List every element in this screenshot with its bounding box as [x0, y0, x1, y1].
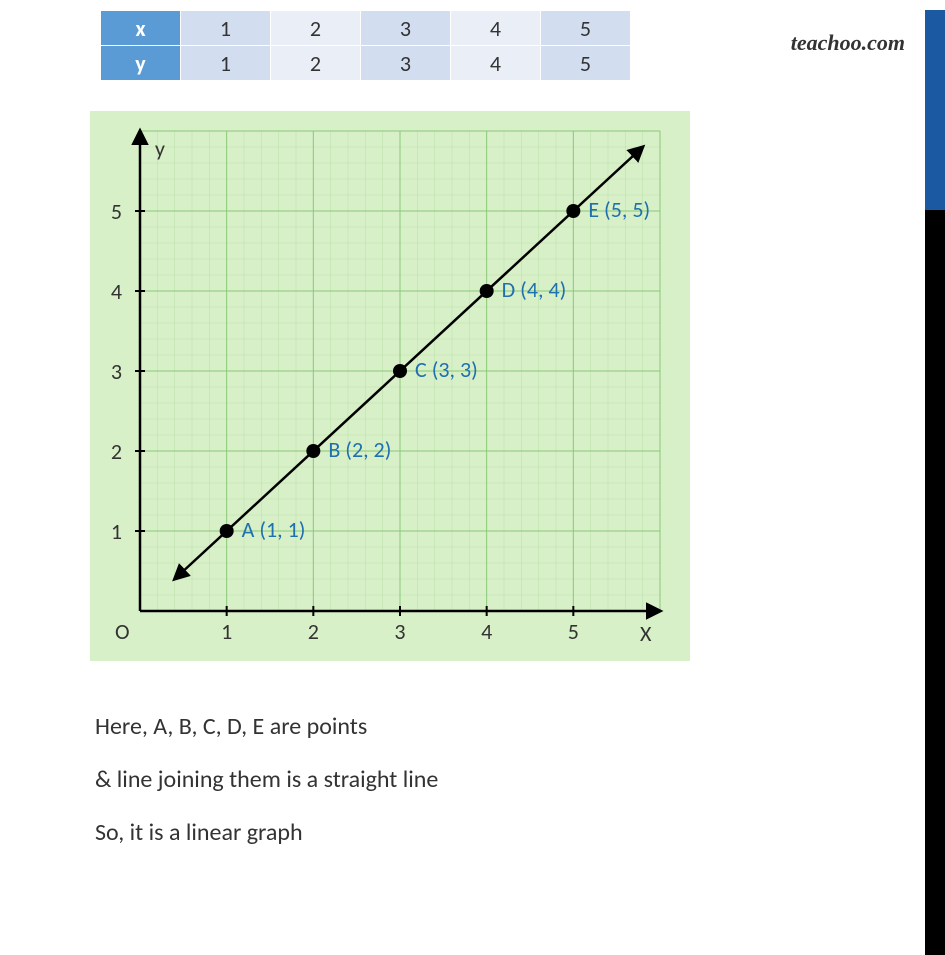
svg-text:A (1, 1): A (1, 1) [242, 516, 306, 543]
table-cell: 3 [361, 11, 451, 46]
explanation-block: Here, A, B, C, D, E are points & line jo… [95, 701, 945, 859]
svg-text:D (4, 4): D (4, 4) [502, 276, 567, 303]
xy-data-table: x 1 2 3 4 5 y 1 2 3 4 5 [100, 10, 631, 81]
svg-text:E (5, 5): E (5, 5) [588, 196, 650, 223]
explanation-line: So, it is a linear graph [95, 807, 945, 860]
table-cell: 2 [271, 11, 361, 46]
table-cell: 4 [451, 11, 541, 46]
table-cell: 1 [181, 46, 271, 81]
svg-text:y: y [155, 135, 165, 162]
table-cell: 5 [541, 46, 631, 81]
svg-text:3: 3 [394, 618, 405, 645]
explanation-line: & line joining them is a straight line [95, 754, 945, 807]
svg-text:2: 2 [308, 618, 319, 645]
svg-text:O: O [115, 618, 130, 645]
table-cell: 2 [271, 46, 361, 81]
table-row: y 1 2 3 4 5 [101, 46, 631, 81]
row-header-x: x [101, 11, 181, 46]
graph-svg: 1 2 3 4 5 1 2 3 4 5 Xy O A (1, 1) B (2, 2) C (3, 3) D (… [60, 111, 700, 671]
table-cell: 5 [541, 11, 631, 46]
svg-text:C (3, 3): C (3, 3) [415, 356, 478, 383]
explanation-line: Here, A, B, C, D, E are points [95, 701, 945, 754]
watermark: teachoo.com [791, 30, 905, 56]
svg-text:1: 1 [221, 618, 232, 645]
svg-text:B (2, 2): B (2, 2) [328, 436, 391, 463]
linear-graph: 1 2 3 4 5 1 2 3 4 5 Xy O A (1, 1) B (2, 2) C (3, 3) D (… [60, 111, 700, 671]
table-cell: 4 [451, 46, 541, 81]
table-cell: 1 [181, 11, 271, 46]
svg-text:4: 4 [481, 618, 492, 645]
svg-text:3: 3 [111, 358, 122, 385]
svg-text:X: X [640, 620, 652, 647]
row-header-y: y [101, 46, 181, 81]
table-cell: 3 [361, 46, 451, 81]
svg-text:2: 2 [111, 438, 122, 465]
sidebar-accent-blue [925, 10, 945, 210]
svg-text:5: 5 [568, 618, 579, 645]
svg-text:1: 1 [111, 518, 122, 545]
table-row: x 1 2 3 4 5 [101, 11, 631, 46]
svg-text:4: 4 [111, 278, 122, 305]
sidebar-accent-black [925, 210, 945, 955]
svg-text:5: 5 [111, 198, 122, 225]
